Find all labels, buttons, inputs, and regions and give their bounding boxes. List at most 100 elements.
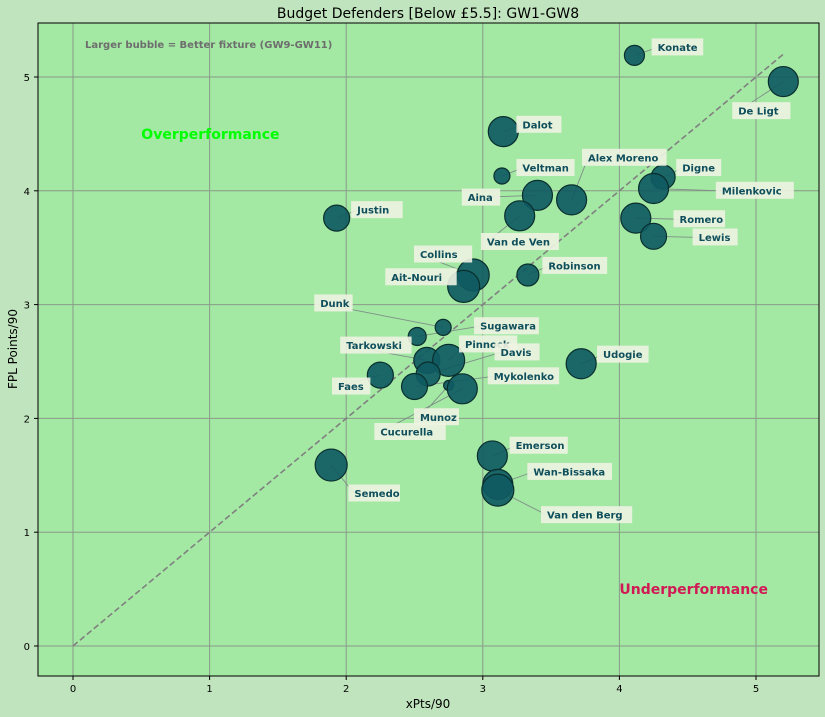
bubble-point [407,326,427,347]
x-tick-label: 2 [343,684,349,695]
point-label: Munoz [413,408,459,426]
bubble-point [639,222,668,250]
point-label-text: Romero [680,215,724,226]
point-label-text: Konate [658,43,698,54]
bubble-point [493,167,511,185]
point-label-text: De Ligt [738,107,779,118]
point-label: Cucurella [374,423,446,441]
point-label: Lewis [692,228,738,246]
plot-frame [37,22,820,677]
point-label: Romero [673,210,726,228]
underperformance-annotation: Underperformance [619,582,768,598]
y-tick-label: 0 [24,642,30,653]
point-label-text: Tarkowski [346,341,402,352]
y-tick-label: 3 [24,301,30,312]
point-label-text: Munoz [420,413,457,424]
bubble-point [314,448,348,482]
point-label: De Ligt [732,102,791,120]
bubble-point [366,361,394,389]
point-label: Aina [461,188,501,206]
point-label-text: Ait-Nouri [391,273,442,284]
point-label: Van den Berg [541,506,633,524]
x-tick-label: 3 [480,684,486,695]
point-label: Milenkovic [715,181,794,199]
bubble-point [487,116,519,148]
point-label: Sugawara [474,317,539,335]
point-label-text: Wan-Bissaka [533,467,605,478]
y-tick-label: 1 [24,528,30,539]
x-axis-label: xPts/90 [406,697,451,711]
x-tick-label: 1 [206,684,212,695]
bubbles [314,44,799,507]
point-label-text: Emerson [516,441,565,452]
point-label-text: Lewis [699,233,731,244]
point-label: Justin [351,201,403,219]
point-label-text: Collins [420,250,458,261]
point-label: Emerson [509,436,568,454]
point-label: Dalot [516,115,562,133]
overperformance-annotation: Overperformance [141,127,279,143]
point-label-text: Pinnock [465,340,510,351]
bubble-point [323,204,351,232]
point-label: Van de Ven [480,233,559,251]
bubble-size-note: Larger bubble = Better fixture (GW9-GW11… [85,40,332,51]
point-label: Digne [676,159,722,177]
point-label-text: Semedo [354,489,399,500]
chart-title: Budget Defenders [Below £5.5]: GW1-GW8 [277,6,579,22]
point-label-text: Faes [338,382,364,393]
bubble-point [637,172,670,205]
point-label: Semedo [348,484,400,502]
point-label-text: Van de Ven [487,238,550,249]
axis-ticks: 0 1 2 3 4 5 0 1 2 3 4 5 [24,73,760,695]
point-label: Davis [494,343,540,361]
point-label-text: Davis [501,348,532,359]
point-label-text: Sugawara [480,322,536,333]
point-label: Mykolenko [487,367,560,385]
bubble-point [521,179,554,211]
bubble-point [555,184,588,216]
point-label-text: Justin [356,206,389,217]
point-label: Ait-Nouri [385,268,457,286]
bubble-point [432,343,466,377]
point-label-text: Robinson [548,261,600,272]
bubble-point [620,202,652,234]
point-label: Collins [413,245,473,263]
x-tick-label: 0 [70,684,76,695]
point-label-text: Dunk [320,299,350,310]
y-axis-label: FPL Points/90 [6,309,20,389]
point-label: Konate [651,38,704,56]
y-tick-label: 5 [24,73,30,84]
point-label-text: Dalot [522,120,552,131]
point-label-text: Alex Moreno [588,153,659,164]
point-label-text: Mykolenko [494,372,554,383]
y-tick-label: 2 [24,414,30,425]
point-label-text: Udogie [603,350,643,361]
bubble-point [481,473,515,507]
y-tick-label: 4 [24,187,30,198]
point-label: Veltman [516,159,575,177]
bubble-point [400,372,429,401]
point-label-text: Digne [682,164,715,175]
point-label-text: Cucurella [380,428,433,439]
point-label-text: Veltman [522,164,568,175]
bubble-point [504,200,536,232]
point-label-text: Milenkovic [722,186,782,197]
bubble-point [446,373,478,405]
bubble-point [767,65,799,98]
bubble-point [434,318,452,336]
point-label: Alex Moreno [581,148,667,166]
bubble-point [516,263,540,287]
point-label: Faes [332,377,371,395]
point-label-text: Aina [468,193,493,204]
bubble-point [565,348,597,380]
point-label-text: Van den Berg [547,511,623,522]
point-label: Dunk [314,294,353,312]
point-label: Wan-Bissaka [527,462,612,480]
point-label: Udogie [597,345,649,363]
point-label: Tarkowski [340,336,412,354]
bubble-point [476,440,508,472]
x-tick-label: 5 [753,684,759,695]
point-label: Robinson [542,256,608,274]
bubble-point [623,44,646,66]
x-tick-label: 4 [616,684,622,695]
